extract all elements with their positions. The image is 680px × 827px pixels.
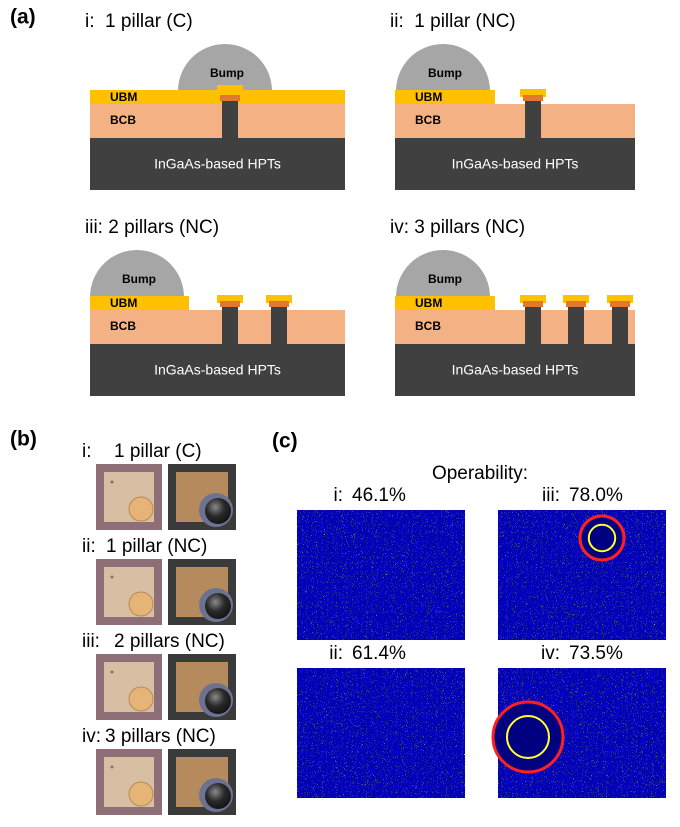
row-text: 3 pillars (NC) <box>105 726 216 747</box>
bcb-label: BCB <box>415 319 441 333</box>
pillar-cap <box>523 301 543 307</box>
bump-label: Bump <box>428 66 462 80</box>
map-value: 78.0% <box>569 485 623 506</box>
bcb-label: BCB <box>110 319 136 333</box>
photo-ball <box>205 593 231 619</box>
substrate-label: InGaAs-based HPTs <box>154 362 281 378</box>
ubm-layer <box>395 90 495 104</box>
substrate-label: InGaAs-based HPTs <box>452 362 579 378</box>
operability-map <box>498 510 666 640</box>
photo-dot <box>111 481 114 484</box>
bump-label: Bump <box>210 66 244 80</box>
pillar <box>525 100 541 138</box>
panel-label: (b) <box>10 428 37 451</box>
photo-bump-site <box>129 782 153 806</box>
pillar-cap <box>566 301 586 307</box>
ubm-label: UBM <box>110 296 137 310</box>
bump-label: Bump <box>428 272 462 286</box>
row-roman: iii: <box>82 631 100 652</box>
row-roman: iv: <box>82 726 101 747</box>
pillar <box>222 100 238 138</box>
substrate-label: InGaAs-based HPTs <box>154 156 281 172</box>
diagram-title: iii: 2 pillars (NC) <box>85 217 219 238</box>
ubm-label: UBM <box>415 90 442 104</box>
map-label: iv: <box>541 643 560 664</box>
photo-bump-site <box>129 687 153 711</box>
map-label: ii: <box>329 643 343 664</box>
row-roman: ii: <box>82 536 96 557</box>
photo-bump-site <box>129 592 153 616</box>
panel-label: (c) <box>272 430 298 453</box>
map-value: 61.4% <box>352 643 406 664</box>
row-text: 1 pillar (NC) <box>106 536 207 557</box>
photo-dot <box>111 766 114 769</box>
pillar-cap <box>220 301 240 307</box>
pillar <box>525 306 541 344</box>
pillar-cap <box>269 301 289 307</box>
map-value: 46.1% <box>352 485 406 506</box>
panel-label: (a) <box>10 6 36 29</box>
pillar <box>612 306 628 344</box>
ubm-label: UBM <box>415 296 442 310</box>
diagram-title: iv: 3 pillars (NC) <box>390 217 525 238</box>
bcb-label: BCB <box>110 113 136 127</box>
pillar <box>222 306 238 344</box>
photo-bump-site <box>129 497 153 521</box>
operability-map <box>493 668 666 798</box>
pillar-cap <box>523 95 543 101</box>
diagram-title: ii: 1 pillar (NC) <box>390 11 516 32</box>
row-text: 2 pillars (NC) <box>114 631 225 652</box>
map-speckle <box>297 668 465 798</box>
photo-ball <box>205 783 231 809</box>
photo-dot <box>111 671 114 674</box>
pillar <box>271 306 287 344</box>
figure: (a) (b) (c) Operability: i: 1 pillar (C)… <box>0 0 680 827</box>
pillar-cap-ubm <box>217 85 243 95</box>
map-label: iii: <box>542 485 560 506</box>
pillar <box>568 306 584 344</box>
ubm-layer <box>90 296 189 310</box>
map-label: i: <box>334 485 344 506</box>
ubm-layer <box>395 296 495 310</box>
map-value: 73.5% <box>569 643 623 664</box>
photo-ball <box>205 688 231 714</box>
heading: Operability: <box>432 463 528 484</box>
operability-map <box>297 510 465 640</box>
ring <box>493 702 563 772</box>
ring <box>580 516 624 560</box>
row-text: 1 pillar (C) <box>114 441 202 462</box>
photo-ball <box>205 498 231 524</box>
substrate-label: InGaAs-based HPTs <box>452 156 579 172</box>
bump-label: Bump <box>122 272 156 286</box>
pillar-cap <box>610 301 630 307</box>
photo-dot <box>111 576 114 579</box>
map-speckle <box>297 510 465 640</box>
bcb-label: BCB <box>415 113 441 127</box>
ubm-label: UBM <box>110 90 137 104</box>
pillar-cap <box>220 95 240 101</box>
operability-map <box>297 668 465 798</box>
row-roman: i: <box>82 441 92 462</box>
diagram-title: i: 1 pillar (C) <box>85 11 193 32</box>
